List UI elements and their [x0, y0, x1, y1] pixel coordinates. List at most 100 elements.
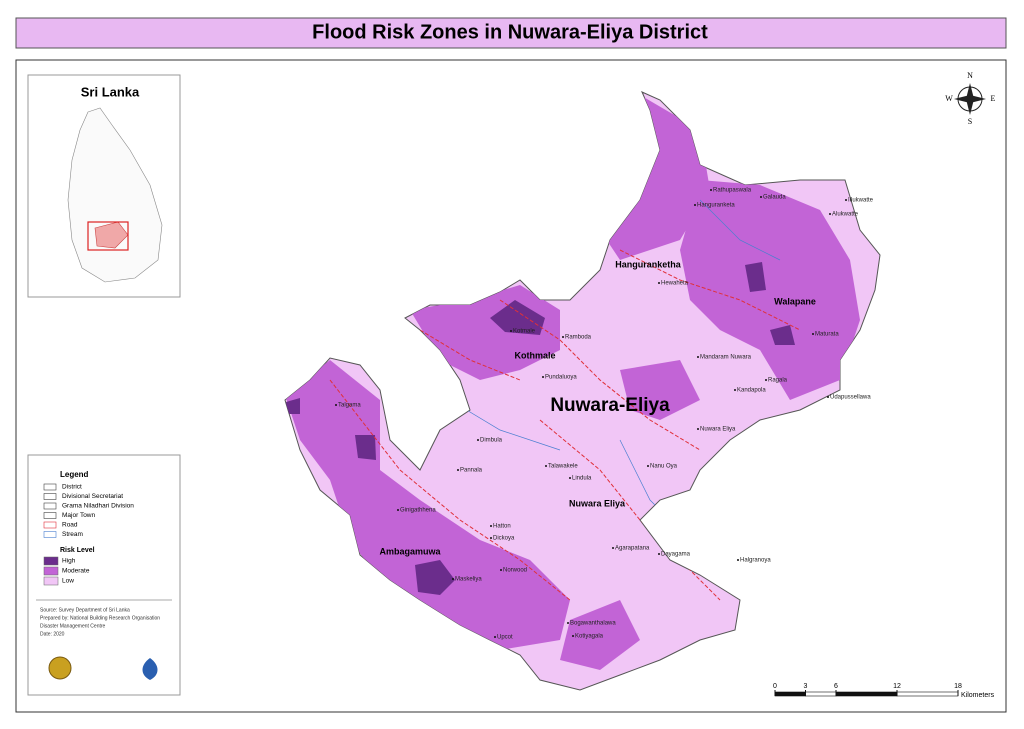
risk-label: Low — [62, 578, 74, 585]
scale-segment — [805, 691, 837, 697]
compass-s: S — [968, 117, 972, 126]
risk-swatch — [43, 556, 59, 566]
risk-area — [355, 435, 376, 460]
risk-title: Risk Level — [60, 547, 95, 554]
legend-label: District — [62, 484, 82, 491]
town-label: Udapussellawa — [830, 395, 871, 401]
town-label: Dickoya — [493, 536, 515, 542]
division-label: Nuwara Eliya — [569, 498, 626, 508]
town-label: Kandapola — [737, 388, 766, 394]
compass-n: N — [967, 71, 973, 80]
scale-bar: 0 3 6 12 18 Kilometers — [773, 683, 995, 699]
town-label: Ginigathhena — [400, 508, 436, 514]
town-dot — [335, 404, 337, 406]
legend-label: Road — [62, 522, 78, 529]
town-label: Maskeliya — [455, 577, 482, 583]
legend-symbol — [43, 521, 57, 529]
risk-label: High — [62, 558, 76, 565]
town-label: Nanu Oya — [650, 464, 678, 470]
legend-symbol — [43, 502, 57, 510]
compass-w: W — [945, 94, 953, 103]
legend-symbol — [43, 483, 57, 491]
legend-title: Legend — [60, 470, 89, 479]
town-dot — [494, 636, 496, 638]
town-dot — [812, 333, 814, 335]
title: Flood Risk Zones in Nuwara-Eliya Distric… — [312, 21, 708, 43]
town-dot — [697, 356, 699, 358]
town-label: Dimbula — [480, 438, 503, 444]
town-dot — [734, 389, 736, 391]
credit-text: Disaster Management Centre — [40, 623, 106, 629]
town-label: Kotiyagala — [575, 634, 604, 640]
division-label: Hanguranketha — [615, 259, 682, 269]
town-label: Halgranoya — [740, 558, 771, 564]
town-label: Bogawanthalawa — [570, 621, 616, 627]
town-label: Norwood — [503, 568, 527, 574]
legend-symbol — [43, 493, 57, 500]
scale-label: 12 — [893, 683, 901, 690]
town-dot — [658, 282, 660, 284]
town-label: Hatton — [493, 524, 511, 530]
town-dot — [452, 578, 454, 580]
district-highlight — [94, 221, 129, 249]
town-dot — [490, 537, 492, 539]
risk-area — [415, 560, 455, 595]
credit-text: Source: Survey Department of Sri Lanka — [40, 607, 130, 613]
risk-area — [680, 180, 860, 400]
credit-text: Prepared by: National Building Research … — [40, 615, 160, 621]
town-dot — [397, 509, 399, 511]
town-label: Ragala — [768, 378, 788, 384]
inset-title: Sri Lanka — [81, 84, 140, 99]
risk-area — [745, 262, 766, 292]
map-frame — [15, 59, 1007, 713]
compass-e: E — [991, 94, 996, 103]
risk-swatch — [43, 576, 59, 586]
legend-label: Grama Niladhari Division — [62, 503, 134, 510]
town-dot — [612, 547, 614, 549]
town-label: Mandaram Nuwara — [700, 355, 752, 361]
risk-label: Moderate — [62, 568, 90, 575]
scale-label: 3 — [804, 683, 808, 690]
town-label: Galauda — [763, 195, 786, 201]
risk-area — [560, 600, 640, 670]
town-label: Nuwara Eliya — [700, 427, 736, 433]
legend-label: Stream — [62, 531, 83, 538]
town-label: Illukwatte — [848, 198, 874, 204]
town-dot — [457, 469, 459, 471]
town-label: Kotmale — [513, 329, 536, 335]
scale-label: 0 — [773, 683, 777, 690]
legend-label: Major Town — [62, 512, 96, 519]
town-dot — [562, 336, 564, 338]
town-label: Alukwatte — [832, 212, 859, 218]
risk-area — [490, 300, 545, 335]
town-label: Upcot — [497, 635, 513, 641]
town-dot — [765, 379, 767, 381]
town-dot — [829, 213, 831, 215]
town-dot — [510, 330, 512, 332]
town-label: Ramboda — [565, 335, 592, 341]
emblem — [48, 656, 72, 680]
legend-label: Divisional Secretariat — [62, 493, 123, 500]
risk-area — [620, 360, 700, 420]
scale-label: 18 — [954, 683, 962, 690]
town-label: Pundaluoya — [545, 375, 577, 381]
roads — [329, 249, 801, 601]
risk-area — [770, 325, 795, 345]
town-dot — [490, 525, 492, 527]
town-dot — [542, 376, 544, 378]
town-dot — [760, 196, 762, 198]
town-dot — [697, 428, 699, 430]
legend-symbol — [43, 531, 57, 538]
risk-area — [285, 360, 570, 650]
risk-area — [286, 398, 300, 414]
town-label: Agarapatana — [615, 546, 650, 552]
risk-swatch — [43, 566, 59, 576]
scale-unit: Kilometers — [961, 692, 995, 699]
town-dot — [567, 622, 569, 624]
compass: N E S W — [945, 71, 995, 126]
scale-segment — [774, 691, 806, 697]
town-dot — [569, 477, 571, 479]
title-bar — [15, 17, 1007, 49]
scale-label: 6 — [834, 683, 838, 690]
